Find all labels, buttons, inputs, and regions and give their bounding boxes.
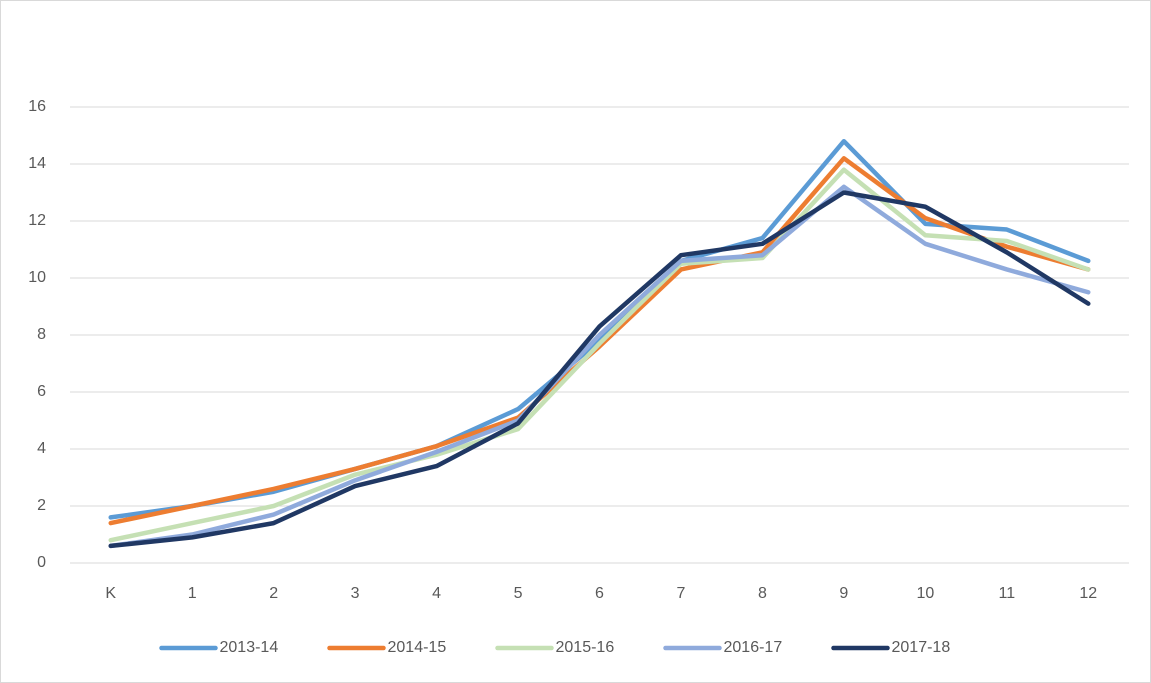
x-tick-label: 8 — [758, 585, 767, 602]
x-tick-label: 4 — [432, 585, 441, 602]
legend-label: 2014-15 — [388, 639, 447, 656]
y-tick-label: 10 — [28, 269, 46, 286]
y-tick-label: 12 — [28, 212, 46, 229]
line-series — [108, 184, 1091, 549]
x-tick-label: 11 — [999, 585, 1016, 602]
x-tick-label: 2 — [269, 585, 278, 602]
y-tick-label: 8 — [37, 326, 46, 343]
line-series — [108, 190, 1091, 549]
y-tick-label: 6 — [37, 383, 46, 400]
x-tick-label: 10 — [916, 585, 934, 602]
legend-label: 2017-18 — [892, 639, 951, 656]
legend-label: 2016-17 — [724, 639, 783, 656]
y-tick-label: 16 — [28, 98, 46, 115]
legend-label: 2013-14 — [220, 639, 279, 656]
x-tick-label: 9 — [839, 585, 848, 602]
y-tick-label: 2 — [37, 497, 46, 514]
line-series — [108, 167, 1091, 543]
x-tick-label: 5 — [514, 585, 523, 602]
x-tick-label: 1 — [188, 585, 197, 602]
y-tick-label: 14 — [28, 155, 46, 172]
y-tick-label: 4 — [37, 440, 46, 457]
legend-label: 2015-16 — [556, 639, 615, 656]
x-tick-label: 3 — [351, 585, 360, 602]
x-tick-label: 7 — [677, 585, 686, 602]
x-tick-label: 12 — [1079, 585, 1097, 602]
x-tick-label: K — [105, 585, 116, 602]
x-tick-label: 6 — [595, 585, 604, 602]
y-tick-label: 0 — [37, 554, 46, 571]
